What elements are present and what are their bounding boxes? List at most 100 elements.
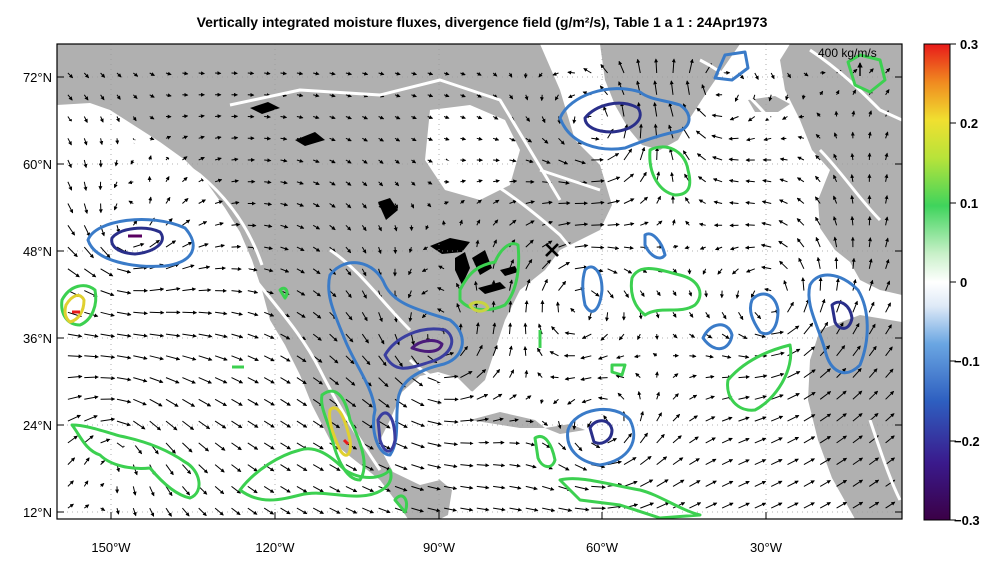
flux-arrow bbox=[394, 71, 401, 76]
flux-arrow bbox=[84, 333, 99, 338]
flux-arrow bbox=[362, 507, 375, 514]
flux-arrow bbox=[100, 417, 116, 422]
flux-arrow bbox=[711, 134, 723, 139]
flux-arrow bbox=[411, 181, 416, 186]
flux-arrow bbox=[652, 353, 658, 358]
flux-arrow bbox=[525, 419, 534, 424]
flux-arrow bbox=[182, 219, 191, 226]
flux-arrow bbox=[833, 174, 838, 183]
flux-arrow bbox=[427, 398, 442, 405]
flux-arrow bbox=[558, 507, 573, 513]
flux-arrow bbox=[745, 268, 755, 273]
flux-arrow bbox=[492, 115, 499, 120]
flux-arrow bbox=[378, 420, 391, 429]
flux-arrow bbox=[492, 393, 503, 400]
flux-arrow bbox=[492, 344, 498, 356]
flux-arrow bbox=[574, 464, 588, 471]
flux-arrow bbox=[378, 333, 385, 345]
flux-arrow bbox=[745, 179, 755, 184]
flux-arrow bbox=[100, 290, 115, 297]
flux-arrow bbox=[696, 153, 707, 161]
flux-arrow bbox=[600, 64, 608, 74]
flux-arrow bbox=[798, 114, 804, 119]
flux-arrow bbox=[67, 203, 74, 214]
flux-arrow bbox=[165, 420, 178, 431]
flux-arrow bbox=[312, 246, 321, 252]
flux-arrow bbox=[264, 71, 271, 76]
flux-arrow bbox=[764, 287, 772, 292]
flux-arrow bbox=[67, 94, 73, 101]
flux-arrow bbox=[508, 322, 513, 335]
flux-arrow bbox=[116, 94, 121, 100]
flux-arrow bbox=[116, 420, 131, 427]
flux-arrow bbox=[581, 333, 592, 339]
flux-arrow bbox=[670, 171, 675, 182]
flux-arrow bbox=[738, 375, 750, 380]
flux-arrow bbox=[182, 135, 189, 140]
flux-arrow bbox=[787, 502, 799, 509]
flux-arrow bbox=[231, 135, 239, 140]
flux-arrow bbox=[607, 290, 614, 299]
flux-arrow bbox=[361, 181, 368, 187]
colorbar-tick-label: −0.1 bbox=[954, 354, 980, 369]
flux-arrow bbox=[476, 485, 490, 490]
flux-arrow bbox=[113, 181, 118, 189]
flux-arrow bbox=[198, 464, 208, 474]
flux-arrow bbox=[410, 203, 415, 209]
flux-vectors bbox=[67, 58, 896, 517]
flux-arrow bbox=[345, 311, 353, 321]
flux-arrow bbox=[133, 333, 148, 338]
flux-arrow bbox=[407, 290, 412, 299]
flux-arrow bbox=[427, 203, 432, 208]
flux-arrow bbox=[868, 258, 873, 269]
flux-arrow bbox=[441, 220, 446, 226]
flux-arrow bbox=[728, 157, 739, 162]
flux-arrow bbox=[437, 308, 445, 313]
flux-arrow bbox=[149, 420, 162, 431]
flux-arrow bbox=[313, 159, 320, 163]
flux-arrow bbox=[689, 436, 699, 444]
flux-arrow bbox=[787, 325, 800, 335]
flux-arrow bbox=[574, 485, 590, 491]
flux-arrow bbox=[803, 414, 816, 422]
flux-arrow bbox=[312, 290, 321, 297]
flux-arrow bbox=[696, 107, 707, 117]
flux-arrow bbox=[393, 225, 398, 232]
flux-arrow bbox=[523, 346, 528, 356]
flux-arrow bbox=[713, 200, 723, 205]
flux-arrow bbox=[361, 268, 367, 277]
flux-arrow bbox=[133, 311, 148, 316]
flux-arrow bbox=[538, 72, 543, 78]
flux-arrow bbox=[523, 322, 528, 335]
flux-arrow bbox=[165, 507, 172, 517]
flux-arrow bbox=[214, 486, 225, 495]
flux-arrow bbox=[113, 203, 118, 211]
flux-arrow bbox=[198, 355, 213, 361]
flux-arrow bbox=[836, 435, 847, 444]
flux-arrow bbox=[705, 354, 714, 359]
flux-arrow bbox=[591, 200, 605, 205]
flux-arrow bbox=[67, 225, 76, 236]
flux-arrow bbox=[816, 112, 821, 117]
flux-arrow bbox=[555, 301, 560, 313]
flux-arrow bbox=[473, 280, 478, 291]
flux-arrow bbox=[558, 180, 570, 185]
flux-arrow bbox=[182, 287, 197, 292]
flux-arrow bbox=[361, 225, 367, 232]
flux-arrow bbox=[884, 173, 889, 182]
flux-arrow bbox=[116, 290, 132, 295]
flux-arrow bbox=[771, 372, 785, 379]
flux-arrow bbox=[818, 277, 823, 291]
flux-arrow bbox=[427, 71, 434, 76]
flux-arrow bbox=[721, 354, 732, 359]
flux-arrow bbox=[280, 355, 291, 362]
flux-arrow bbox=[247, 485, 258, 494]
flux-arrow bbox=[296, 71, 304, 76]
flux-arrow bbox=[443, 115, 450, 120]
flux-arrow bbox=[869, 479, 880, 487]
flux-arrow bbox=[84, 504, 90, 509]
flux-arrow bbox=[100, 333, 116, 338]
flux-arrow bbox=[672, 373, 679, 378]
flux-arrow bbox=[296, 507, 308, 515]
flux-arrow bbox=[100, 268, 114, 277]
